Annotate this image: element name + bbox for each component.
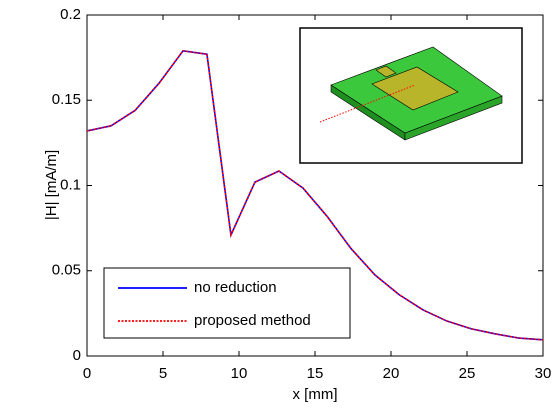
y-tick-label: 0.15 — [52, 91, 81, 108]
y-tick-label: 0 — [73, 347, 81, 364]
y-tick-label: 0.2 — [60, 6, 81, 23]
x-tick-label: 25 — [459, 365, 476, 382]
x-tick-label: 0 — [83, 365, 91, 382]
y-tick-label: 0.05 — [52, 262, 81, 279]
series-line — [86, 49, 544, 341]
legend: no reduction proposed method — [103, 267, 351, 339]
x-tick-label: 5 — [159, 365, 167, 382]
legend-box — [103, 267, 351, 339]
legend-label: proposed method — [194, 312, 311, 329]
x-tick-label: 10 — [231, 365, 248, 382]
data-layer — [86, 49, 544, 341]
x-tick-label: 15 — [307, 365, 324, 382]
inset-image — [299, 27, 523, 164]
legend-label: no reduction — [194, 279, 277, 296]
x-axis-label: x [mm] — [293, 386, 338, 403]
scan-line — [319, 84, 416, 123]
feed-stub — [375, 65, 397, 78]
patch — [371, 66, 459, 111]
y-tick-label: 0.1 — [60, 176, 81, 193]
x-tick-label: 30 — [535, 365, 552, 382]
y-axis-label: |H| [mA/m] — [43, 150, 60, 220]
x-tick-label: 20 — [383, 365, 400, 382]
